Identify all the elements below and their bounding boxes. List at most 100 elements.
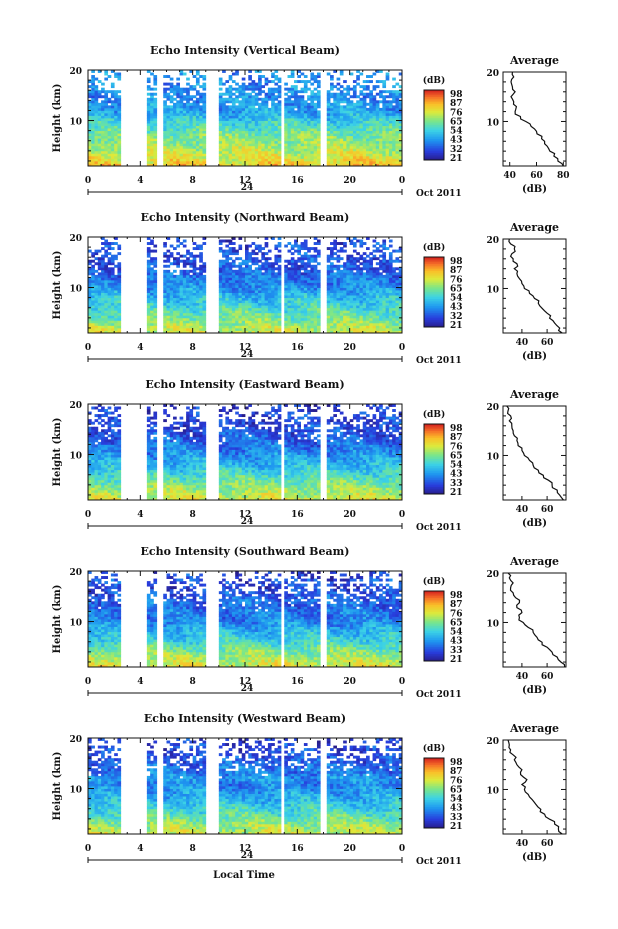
heatmap-cell bbox=[316, 239, 321, 243]
heatmap-cell bbox=[307, 327, 311, 331]
heatmap-cell bbox=[150, 135, 154, 139]
heatmap-cell bbox=[258, 307, 262, 311]
heatmap-cell bbox=[294, 128, 298, 132]
heatmap-cell bbox=[261, 322, 266, 326]
heatmap-cell bbox=[218, 160, 223, 164]
heatmap-cell bbox=[356, 118, 360, 121]
heatmap-cell bbox=[150, 140, 154, 144]
heatmap-cell bbox=[199, 315, 203, 319]
heatmap-cell bbox=[287, 320, 292, 324]
heatmap-cell bbox=[107, 110, 112, 114]
heatmap-cell bbox=[330, 163, 334, 167]
heatmap-cell bbox=[330, 300, 334, 304]
heatmap-cell bbox=[369, 279, 373, 283]
heatmap-cell bbox=[385, 100, 390, 104]
heatmap-cell bbox=[388, 100, 393, 104]
heatmap-cell bbox=[235, 249, 239, 253]
heatmap-cell bbox=[352, 143, 357, 147]
heatmap-cell bbox=[267, 112, 272, 116]
heatmap-cell bbox=[388, 140, 393, 144]
heatmap-cell bbox=[176, 330, 180, 334]
heatmap-cell bbox=[202, 315, 207, 319]
heatmap-cell bbox=[333, 125, 337, 129]
heatmap-cell bbox=[241, 259, 246, 263]
heatmap-cell bbox=[91, 269, 95, 273]
heatmap-cell bbox=[277, 123, 282, 126]
heatmap-cell bbox=[343, 133, 347, 137]
heatmap-cell bbox=[359, 153, 364, 157]
heatmap-cell bbox=[179, 297, 184, 301]
heatmap-cell bbox=[189, 118, 194, 121]
heatmap-cell bbox=[254, 244, 259, 248]
heatmap-cell bbox=[372, 143, 377, 147]
heatmap-cell bbox=[195, 290, 200, 293]
heatmap-cell bbox=[107, 307, 112, 311]
heatmap-cell bbox=[222, 107, 226, 111]
heatmap-cell bbox=[290, 125, 295, 129]
heatmap-cell bbox=[251, 277, 256, 281]
heatmap-cell bbox=[388, 163, 393, 167]
heatmap-cell bbox=[101, 327, 105, 331]
heatmap-cell bbox=[110, 85, 115, 89]
heatmap-cell bbox=[179, 163, 184, 167]
heatmap-cell bbox=[294, 302, 298, 306]
heatmap-cell bbox=[359, 115, 364, 119]
heatmap-cell bbox=[231, 264, 236, 268]
heatmap-cell bbox=[330, 110, 334, 114]
heatmap-cell bbox=[228, 92, 233, 96]
heatmap-cell bbox=[310, 148, 315, 152]
heatmap-cell bbox=[225, 115, 230, 119]
heatmap-cell bbox=[316, 92, 321, 96]
heatmap-cell bbox=[110, 145, 115, 149]
heatmap-cell bbox=[372, 145, 377, 149]
heatmap-cell bbox=[271, 269, 275, 273]
heatmap-cell bbox=[179, 102, 184, 106]
heatmap-cell bbox=[88, 80, 92, 84]
heatmap-cell bbox=[284, 160, 288, 164]
heatmap-cell bbox=[218, 297, 223, 301]
heatmap-cell bbox=[173, 120, 177, 124]
heatmap-cell bbox=[235, 158, 239, 162]
heatmap-cell bbox=[176, 105, 180, 109]
heatmap-cell bbox=[258, 320, 262, 324]
heatmap-cell bbox=[287, 87, 292, 91]
heatmap-cell bbox=[238, 90, 243, 94]
heatmap-cell bbox=[192, 133, 197, 137]
heatmap-cell bbox=[307, 155, 311, 159]
heatmap-cell bbox=[346, 322, 351, 326]
heatmap-cell bbox=[369, 269, 373, 273]
heatmap-cell bbox=[297, 148, 301, 152]
heatmap-cell bbox=[238, 282, 243, 286]
heatmap-cell bbox=[179, 307, 184, 311]
heatmap-cell bbox=[290, 115, 295, 119]
heatmap-cell bbox=[218, 282, 223, 286]
heatmap-cell bbox=[254, 297, 259, 301]
heatmap-cell bbox=[186, 140, 190, 144]
heatmap-cell bbox=[303, 244, 308, 248]
profile-x-tick-label: 60 bbox=[530, 171, 543, 181]
heatmap-cell bbox=[235, 295, 239, 299]
heatmap-cell bbox=[176, 110, 180, 114]
heatmap-cell bbox=[101, 95, 105, 99]
heatmap-cell bbox=[277, 118, 282, 121]
heatmap-cell bbox=[258, 315, 262, 319]
heatmap-cell bbox=[307, 269, 311, 273]
heatmap-cell bbox=[195, 297, 200, 301]
heatmap-cell bbox=[336, 163, 341, 167]
heatmap-cell bbox=[300, 158, 305, 162]
heatmap-cell bbox=[104, 153, 109, 157]
heatmap-cell bbox=[163, 269, 167, 273]
heatmap-cell bbox=[352, 138, 357, 142]
heatmap-cell bbox=[192, 150, 197, 154]
heatmap-cell bbox=[218, 279, 223, 283]
heatmap-cell bbox=[284, 110, 288, 114]
heatmap-cell bbox=[274, 155, 279, 159]
heatmap-cell bbox=[107, 312, 112, 316]
heatmap-cell bbox=[202, 107, 207, 111]
heatmap-cell bbox=[362, 87, 367, 91]
heatmap-cell bbox=[346, 292, 351, 296]
heatmap-cell bbox=[179, 118, 184, 121]
heatmap-cell bbox=[195, 300, 200, 304]
heatmap-cell bbox=[117, 247, 122, 251]
heatmap-cell bbox=[117, 312, 122, 316]
